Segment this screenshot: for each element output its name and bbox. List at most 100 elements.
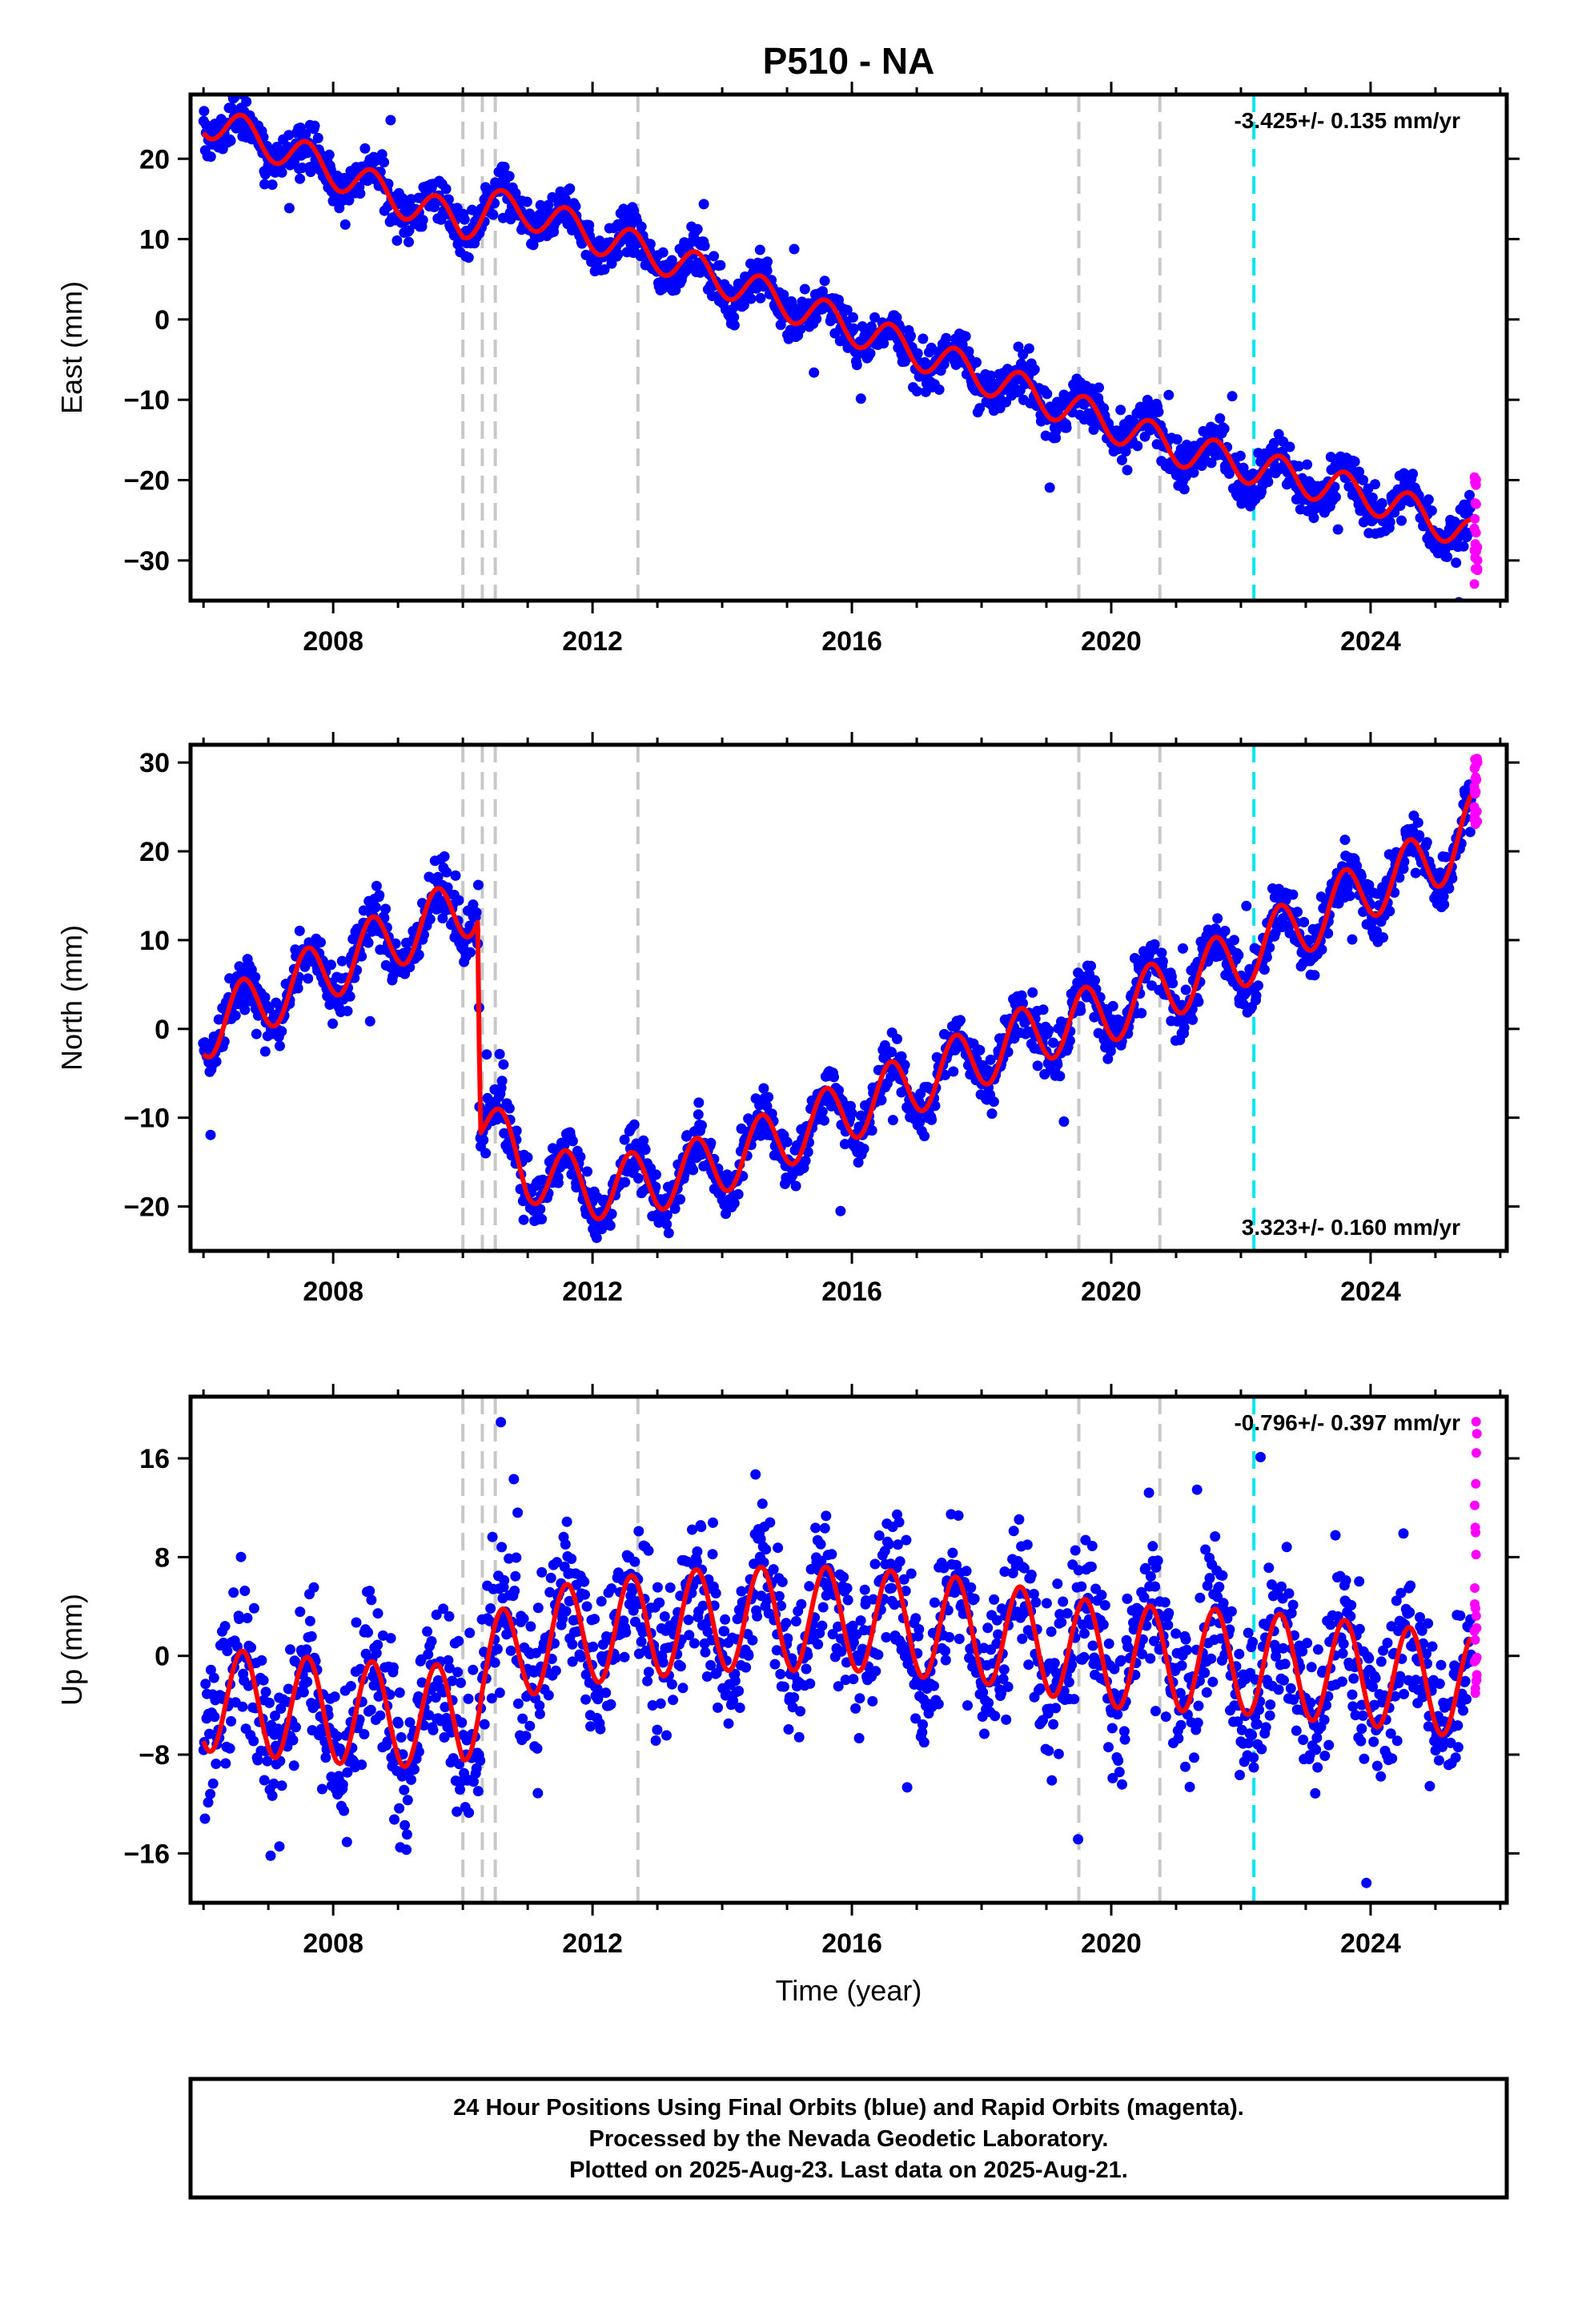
final-orbit-point [650, 1735, 661, 1746]
final-orbit-point [1014, 1514, 1025, 1525]
final-orbit-point [1029, 364, 1040, 375]
final-orbit-point [642, 1675, 653, 1687]
rapid-orbit-point [1471, 775, 1481, 786]
final-orbit-point [375, 1710, 386, 1721]
final-orbit-point [962, 1700, 973, 1711]
final-orbit-point [1032, 1060, 1043, 1072]
final-orbit-point [989, 1594, 1000, 1605]
final-orbit-point [912, 348, 923, 359]
final-orbit-point [199, 1813, 211, 1824]
final-orbit-point [934, 384, 945, 395]
final-orbit-point [1210, 1531, 1221, 1542]
final-orbit-point [560, 1539, 571, 1550]
final-orbit-point [754, 244, 765, 255]
rapid-orbit-points [1469, 754, 1483, 830]
final-orbit-point [579, 1576, 590, 1587]
final-orbit-point [220, 1758, 231, 1769]
final-orbit-point [1323, 928, 1334, 939]
final-orbit-point [1438, 891, 1449, 903]
final-orbit-point [855, 393, 866, 404]
model-fit-line [201, 794, 1474, 1222]
final-orbit-point [596, 1596, 607, 1607]
final-orbit-point [1227, 391, 1238, 402]
final-orbit-point [404, 236, 414, 247]
final-orbit-point [424, 914, 436, 925]
final-orbit-point [1013, 341, 1024, 352]
y-tick-label: 20 [139, 837, 170, 867]
final-orbit-point [801, 1663, 812, 1675]
final-orbit-point [802, 1650, 813, 1661]
final-orbit-point [1052, 1578, 1063, 1590]
final-orbit-point [938, 359, 950, 370]
final-orbit-point [575, 1152, 586, 1162]
final-orbit-point [933, 1699, 944, 1710]
final-orbit-point [1299, 917, 1310, 927]
final-orbit-point [905, 330, 916, 341]
final-orbit-point [475, 1755, 486, 1766]
final-orbit-point [677, 1683, 689, 1694]
rate-label: -3.425+/- 0.135 mm/yr [1234, 108, 1460, 133]
final-orbit-point [471, 907, 482, 918]
x-tick-label: 2016 [821, 626, 882, 657]
final-orbit-point [323, 149, 335, 160]
final-orbit-point [356, 1759, 367, 1771]
final-orbit-point [1178, 1022, 1190, 1033]
final-orbit-point [309, 120, 320, 131]
final-orbit-point [394, 1687, 405, 1699]
final-orbit-point [795, 324, 806, 335]
plot-area [198, 94, 1483, 601]
final-orbit-point [409, 1763, 420, 1775]
final-orbit-point [1363, 879, 1375, 891]
final-orbit-point [276, 1026, 287, 1037]
final-orbit-point [532, 1743, 543, 1754]
final-orbit-point [1189, 1752, 1199, 1763]
final-orbit-point [262, 1755, 273, 1767]
final-orbit-point [1426, 505, 1437, 517]
final-orbit-point [499, 1574, 510, 1586]
final-orbit-point [452, 1806, 463, 1817]
final-orbit-point [701, 1671, 713, 1682]
final-orbit-point [941, 332, 952, 344]
final-orbit-point [341, 1836, 352, 1848]
final-orbit-point [536, 1566, 548, 1578]
final-orbit-point [230, 1010, 241, 1021]
final-orbit-point [666, 1679, 677, 1690]
final-orbit-point [239, 1586, 251, 1596]
final-orbit-point [342, 1006, 353, 1016]
final-orbit-point [815, 1538, 826, 1550]
final-orbit-point [459, 214, 470, 225]
final-orbit-point [643, 1667, 654, 1678]
final-orbit-point [300, 129, 311, 140]
final-orbit-point [1367, 493, 1378, 503]
final-orbit-point [504, 1103, 515, 1114]
final-orbit-point [993, 1629, 1004, 1640]
final-orbit-point [811, 313, 822, 324]
final-orbit-point [1412, 817, 1423, 828]
final-orbit-point [729, 1198, 740, 1208]
final-orbit-point [1343, 481, 1355, 492]
final-orbit-point [700, 1647, 711, 1658]
final-orbit-point [696, 1522, 707, 1533]
final-orbit-point [1160, 1711, 1171, 1723]
final-orbit-point [364, 1015, 375, 1027]
final-orbit-point [1187, 1014, 1199, 1025]
final-orbit-point [628, 1119, 640, 1130]
final-orbit-point [374, 890, 385, 901]
final-orbit-point [1050, 425, 1062, 436]
final-orbit-point [1184, 1781, 1195, 1792]
final-orbit-point [894, 1556, 905, 1567]
final-orbit-point [692, 1546, 703, 1557]
final-orbit-point [359, 143, 371, 154]
final-orbit-point [1178, 943, 1188, 954]
final-orbit-point [481, 1049, 492, 1060]
final-orbit-point [1114, 1767, 1125, 1778]
final-orbit-point [663, 1228, 674, 1239]
final-orbit-point [1094, 382, 1104, 393]
final-orbit-point [1099, 1600, 1110, 1610]
final-orbit-point [343, 195, 355, 206]
final-orbit-point [817, 1106, 828, 1117]
final-orbit-point [561, 1516, 572, 1527]
final-orbit-point [647, 1700, 658, 1711]
final-orbit-point [304, 1615, 315, 1626]
